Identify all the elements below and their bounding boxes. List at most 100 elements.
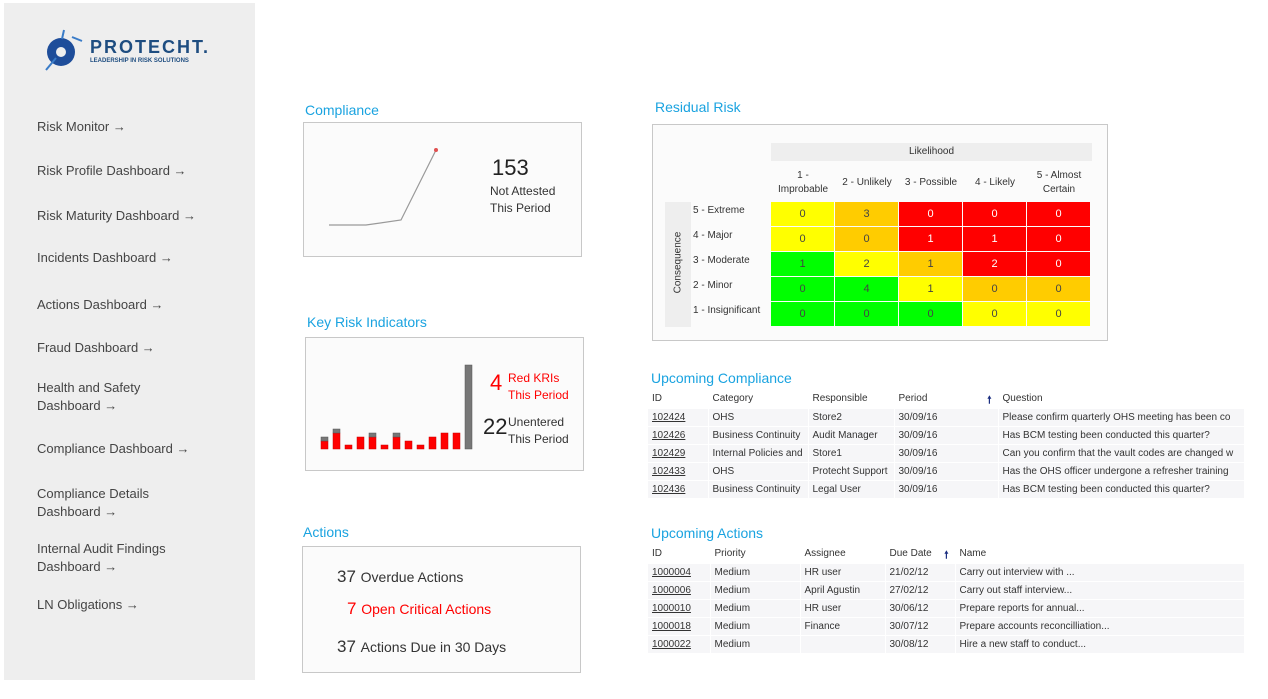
table-cell: Carry out staff interview... <box>955 581 1245 600</box>
table-row[interactable]: 1000018 Medium Finance 30/07/12 Prepare acco… <box>648 617 1245 636</box>
overdue-label: Overdue Actions <box>360 569 464 585</box>
risk-cell[interactable]: 1 <box>771 252 834 276</box>
risk-cell[interactable]: 0 <box>771 227 834 251</box>
record-id-link[interactable]: 102433 <box>652 465 686 477</box>
kri-bar-red[interactable] <box>416 444 425 450</box>
column-header[interactable]: Assignee <box>800 545 886 564</box>
critical-count: 7 <box>347 599 357 618</box>
table-row[interactable]: 102433 OHS Protecht Support 30/09/16 Has the… <box>648 462 1245 481</box>
kri-bar-red[interactable] <box>344 444 353 450</box>
kri-bar-grey[interactable] <box>332 428 341 434</box>
table-row[interactable]: 102424 OHS Store2 30/09/16 Please confirm qu… <box>648 408 1245 427</box>
kri-bar-red[interactable] <box>356 436 365 450</box>
risk-cell[interactable]: 0 <box>1027 277 1090 301</box>
kri-panel[interactable]: 4 Red KRIs This Period 22 Unentered This… <box>305 337 584 471</box>
kri-unentered-count: 22 <box>483 414 508 439</box>
kri-bar-grey[interactable] <box>464 364 473 450</box>
kri-bar-red[interactable] <box>452 432 461 450</box>
table-row[interactable]: 1000022 Medium 30/08/12 Hire a new staff to… <box>648 635 1245 654</box>
kri-bar-red[interactable] <box>320 440 329 450</box>
risk-cell[interactable]: 2 <box>835 252 898 276</box>
likelihood-column-header: 4 - Likely <box>974 177 1015 188</box>
record-id-link[interactable]: 1000022 <box>652 638 691 650</box>
risk-cell[interactable]: 4 <box>835 277 898 301</box>
risk-cell[interactable]: 0 <box>1027 227 1090 251</box>
kri-bar-red[interactable] <box>440 432 449 450</box>
risk-cell[interactable]: 0 <box>899 302 962 326</box>
nav-risk-monitor[interactable]: Risk Monitor → <box>37 119 126 134</box>
record-id-link[interactable]: 102429 <box>652 447 686 459</box>
risk-cell[interactable]: 1 <box>899 227 962 251</box>
nav-actions[interactable]: Actions Dashboard → <box>37 297 164 312</box>
table-row[interactable]: 1000006 Medium April Agustin 27/02/12 Carry … <box>648 581 1245 600</box>
kri-bar-red[interactable] <box>332 432 341 450</box>
risk-cell[interactable]: 1 <box>963 227 1026 251</box>
risk-cell[interactable]: 1 <box>899 277 962 301</box>
risk-cell[interactable]: 0 <box>771 202 834 226</box>
kri-bar-red[interactable] <box>404 440 413 450</box>
nav-ln-obligations[interactable]: LN Obligations → <box>37 597 139 612</box>
column-header[interactable]: Category <box>708 390 809 409</box>
nav-incidents[interactable]: Incidents Dashboard → <box>37 250 173 265</box>
column-header[interactable]: ID <box>648 545 711 564</box>
column-header[interactable]: Priority <box>710 545 801 564</box>
record-id-link[interactable]: 1000004 <box>652 566 691 578</box>
risk-cell[interactable]: 0 <box>963 277 1026 301</box>
record-id-link[interactable]: 102424 <box>652 411 686 423</box>
nav-compliance[interactable]: Compliance Dashboard → <box>37 441 190 456</box>
risk-cell[interactable]: 0 <box>1027 302 1090 326</box>
record-id-link[interactable]: 102426 <box>652 429 686 441</box>
table-row[interactable]: 102426 Business Continuity Audit Manager 30… <box>648 426 1245 445</box>
column-header[interactable]: Name <box>955 545 1245 564</box>
column-header[interactable]: Due Date 🠕 <box>885 545 956 564</box>
column-header[interactable]: ID <box>648 390 709 409</box>
risk-cell[interactable]: 0 <box>963 302 1026 326</box>
nav-internal-audit[interactable]: Internal Audit Findings Dashboard → <box>37 541 166 574</box>
column-header[interactable]: Question <box>998 390 1245 409</box>
sort-ascending-icon[interactable]: 🠕 <box>944 550 949 562</box>
risk-cell[interactable]: 0 <box>835 302 898 326</box>
kri-bar-red[interactable] <box>368 436 377 450</box>
column-header[interactable]: Responsible <box>808 390 895 409</box>
record-id-link[interactable]: 1000018 <box>652 620 691 632</box>
nav-health-safety[interactable]: Health and Safety Dashboard → <box>37 380 141 413</box>
risk-cell[interactable]: 1 <box>899 252 962 276</box>
record-id-link[interactable]: 102436 <box>652 483 686 495</box>
table-row[interactable]: 102436 Business Continuity Legal User 30/09… <box>648 480 1245 499</box>
risk-cell[interactable]: 0 <box>1027 252 1090 276</box>
kri-bar-red[interactable] <box>392 436 401 450</box>
table-cell: Prepare accounts reconcilliation... <box>955 617 1245 636</box>
sort-ascending-icon[interactable]: 🠕 <box>987 395 992 407</box>
risk-cell[interactable]: 2 <box>963 252 1026 276</box>
column-header[interactable]: Period 🠕 <box>894 390 999 409</box>
table-cell: 30/09/16 <box>894 444 999 463</box>
table-row[interactable]: 1000010 Medium HR user 30/06/12 Prepare repo… <box>648 599 1245 618</box>
actions-panel[interactable]: 37 Overdue Actions 7 Open Critical Actio… <box>302 546 581 673</box>
risk-cell[interactable]: 0 <box>771 277 834 301</box>
risk-cell[interactable]: 0 <box>771 302 834 326</box>
nav-fraud[interactable]: Fraud Dashboard → <box>37 340 155 355</box>
table-cell: 1000006 <box>648 581 711 600</box>
critical-actions[interactable]: 7 Open Critical Actions <box>347 599 491 619</box>
nav-risk-maturity[interactable]: Risk Maturity Dashboard → <box>37 208 196 223</box>
risk-cell[interactable]: 0 <box>899 202 962 226</box>
kri-bar-grey[interactable] <box>320 436 329 442</box>
kri-bar-grey[interactable] <box>392 432 401 438</box>
kri-bar-red[interactable] <box>380 444 389 450</box>
risk-cell[interactable]: 0 <box>835 227 898 251</box>
kri-bar-grey[interactable] <box>368 432 377 438</box>
overdue-actions[interactable]: 37 Overdue Actions <box>337 567 463 587</box>
record-id-link[interactable]: 1000006 <box>652 584 691 596</box>
risk-cell[interactable]: 0 <box>963 202 1026 226</box>
table-row[interactable]: 1000004 Medium HR user 21/02/12 Carry out in… <box>648 563 1245 582</box>
nav-compliance-details[interactable]: Compliance Details Dashboard → <box>37 486 149 519</box>
due-actions[interactable]: 37 Actions Due in 30 Days <box>337 637 506 657</box>
compliance-panel[interactable]: 153 Not Attested This Period <box>303 122 582 257</box>
table-row[interactable]: 102429 Internal Policies and Store1 30/09/1… <box>648 444 1245 463</box>
risk-cell[interactable]: 3 <box>835 202 898 226</box>
compliance-label-1: Not Attested <box>490 184 556 198</box>
record-id-link[interactable]: 1000010 <box>652 602 691 614</box>
kri-bar-red[interactable] <box>428 436 437 450</box>
nav-risk-profile[interactable]: Risk Profile Dashboard → <box>37 163 187 178</box>
risk-cell[interactable]: 0 <box>1027 202 1090 226</box>
